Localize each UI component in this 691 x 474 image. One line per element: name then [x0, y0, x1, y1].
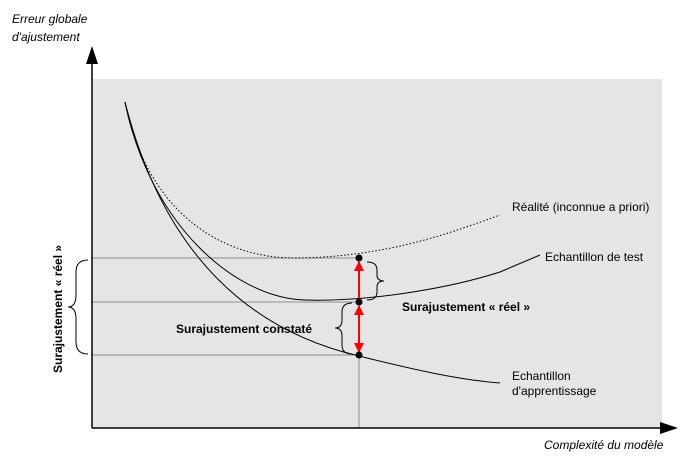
y-axis-label-line1: Erreur globale [12, 12, 88, 26]
test-curve-label: Echantillon de test [545, 250, 644, 264]
x-axis-arrowhead [660, 422, 678, 434]
point-train [355, 351, 363, 359]
real-overfit-label-left: Surajustement « réel » [51, 245, 65, 373]
train-curve-label-line1: Echantillon [512, 369, 571, 383]
brace-observed [334, 302, 353, 355]
point-reality [355, 254, 363, 262]
x-axis-label: Complexité du modèle [544, 438, 664, 452]
train-curve-label-line2: d'apprentissage [512, 384, 597, 398]
brace-left [67, 259, 89, 355]
brace-right [366, 261, 385, 301]
y-axis-arrowhead [86, 46, 98, 64]
y-axis-label-line2: d'ajustement [12, 30, 80, 44]
test-curve [124, 101, 541, 301]
observed-overfit-label: Surajustement constaté [176, 322, 312, 336]
point-test [355, 298, 363, 306]
real-overfit-label-right: Surajustement « réel » [402, 300, 530, 314]
train-curve [124, 101, 501, 384]
plot-area [92, 79, 662, 428]
reality-curve [124, 101, 501, 259]
reality-curve-label: Réalité (inconnue a priori) [512, 200, 649, 214]
